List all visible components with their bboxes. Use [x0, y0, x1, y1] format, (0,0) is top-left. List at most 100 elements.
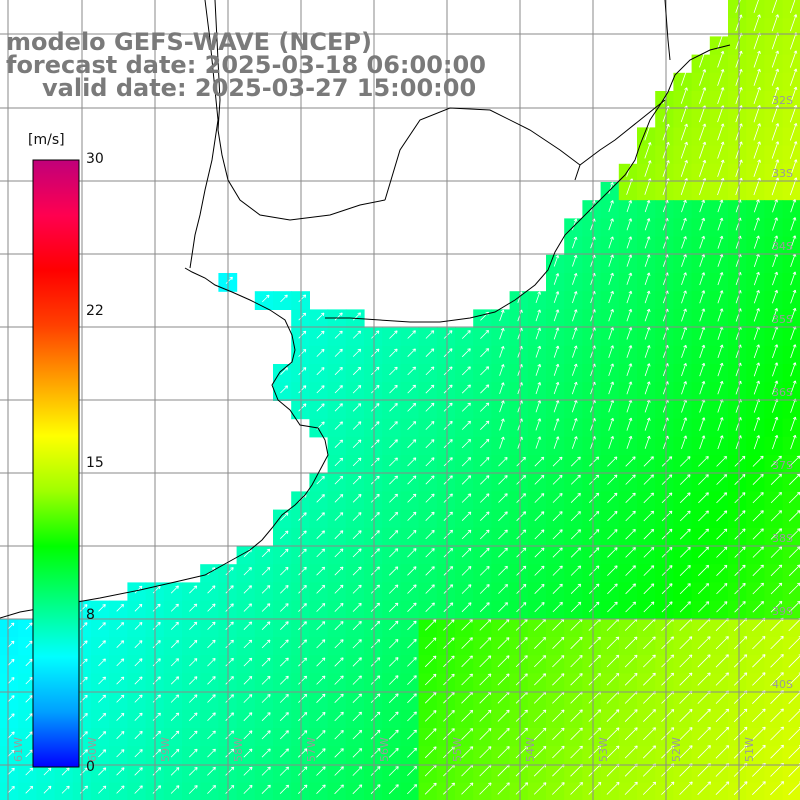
wind-cell	[673, 709, 693, 729]
wind-cell	[327, 618, 347, 638]
wind-cell	[527, 473, 547, 492]
wind-arrow	[389, 548, 399, 558]
wind-cell	[364, 655, 383, 674]
wind-arrow	[717, 362, 724, 377]
wind-arrow	[681, 290, 687, 304]
wind-arrow	[424, 728, 437, 740]
wind-cell	[182, 764, 201, 784]
wind-arrow	[443, 728, 455, 740]
wind-cell	[345, 618, 365, 638]
wind-arrow	[661, 672, 675, 686]
wind-cell	[728, 600, 747, 620]
wind-arrow	[116, 694, 125, 703]
wind-cell	[618, 618, 638, 638]
wind-arrow	[625, 601, 636, 613]
wind-arrow	[644, 308, 651, 322]
wind-cell	[309, 364, 329, 383]
wind-cell	[400, 418, 420, 438]
wind-cell	[527, 728, 547, 747]
wind-arrow	[572, 345, 578, 358]
wind-arrow	[425, 330, 435, 339]
wind-cell	[746, 764, 765, 784]
wind-arrow	[771, 159, 780, 178]
wind-arrow	[553, 418, 560, 431]
wind-arrow	[679, 583, 691, 595]
wind-cell	[254, 582, 274, 602]
wind-arrow	[152, 694, 161, 703]
wind-arrow	[552, 583, 563, 594]
wind-cell	[345, 582, 365, 602]
wind-arrow	[479, 584, 490, 594]
wind-arrow	[188, 785, 198, 794]
wind-arrow	[98, 604, 106, 612]
wind-arrow	[535, 436, 542, 449]
wind-arrow	[407, 439, 417, 449]
wind-cell	[582, 455, 602, 474]
wind-arrow	[425, 529, 435, 540]
wind-arrow	[371, 403, 380, 412]
wind-cell	[618, 509, 638, 529]
wind-cell	[436, 746, 456, 765]
wind-cell	[364, 400, 383, 420]
wind-cell	[345, 564, 365, 583]
wind-cell	[418, 364, 438, 383]
wind-cell	[691, 418, 711, 438]
wind-cell	[764, 564, 784, 583]
wind-cell	[728, 182, 747, 201]
wind-cell	[436, 618, 456, 638]
wind-arrow	[570, 727, 583, 741]
wind-cell	[764, 709, 784, 729]
wind-cell	[527, 618, 547, 638]
wind-arrow	[698, 492, 709, 504]
wind-arrow	[570, 782, 583, 795]
wind-arrow	[570, 547, 581, 558]
wind-cell	[637, 637, 656, 656]
wind-cell	[655, 655, 674, 674]
wind-cell	[436, 655, 456, 674]
wind-cell	[764, 582, 784, 602]
wind-arrow	[352, 602, 362, 612]
wind-arrow	[189, 712, 198, 721]
wind-arrow	[661, 510, 673, 522]
wind-arrow	[534, 655, 547, 668]
wind-arrow	[534, 547, 545, 558]
wind-arrow	[716, 583, 728, 595]
wind-arrow	[699, 308, 706, 322]
wind-cell	[364, 436, 383, 456]
wind-arrow	[225, 621, 234, 630]
wind-arrow	[207, 712, 216, 721]
wind-cell	[582, 546, 602, 565]
wind-arrow	[461, 420, 471, 430]
wind-cell	[618, 564, 638, 583]
wind-arrow	[425, 439, 435, 449]
wind-cell	[637, 291, 656, 310]
wind-arrow	[570, 636, 583, 650]
wind-cell	[709, 509, 729, 529]
wind-arrow	[681, 417, 688, 431]
wind-cell	[364, 746, 383, 765]
wind-arrow	[679, 601, 691, 613]
wind-arrow	[352, 766, 363, 776]
wind-cell	[709, 728, 729, 747]
wind-cell	[418, 473, 438, 492]
wind-cell	[163, 746, 183, 765]
wind-cell	[327, 527, 347, 547]
wind-cell	[600, 564, 620, 583]
wind-arrow	[43, 767, 52, 776]
wind-arrow	[626, 363, 633, 377]
wind-arrow	[261, 585, 271, 594]
wind-arrow	[261, 621, 271, 630]
wind-arrow	[699, 69, 707, 86]
wind-arrow	[644, 363, 651, 377]
wind-arrow	[407, 348, 416, 357]
wind-cell	[455, 637, 474, 656]
wind-arrow	[697, 672, 711, 686]
wind-cell	[309, 709, 329, 729]
wind-arrow	[643, 547, 655, 558]
wind-cell	[327, 491, 347, 511]
wind-cell	[473, 764, 492, 784]
wind-arrow	[661, 492, 673, 504]
wind-cell	[163, 600, 183, 620]
wind-cell	[382, 728, 401, 747]
wind-arrow	[225, 694, 234, 703]
